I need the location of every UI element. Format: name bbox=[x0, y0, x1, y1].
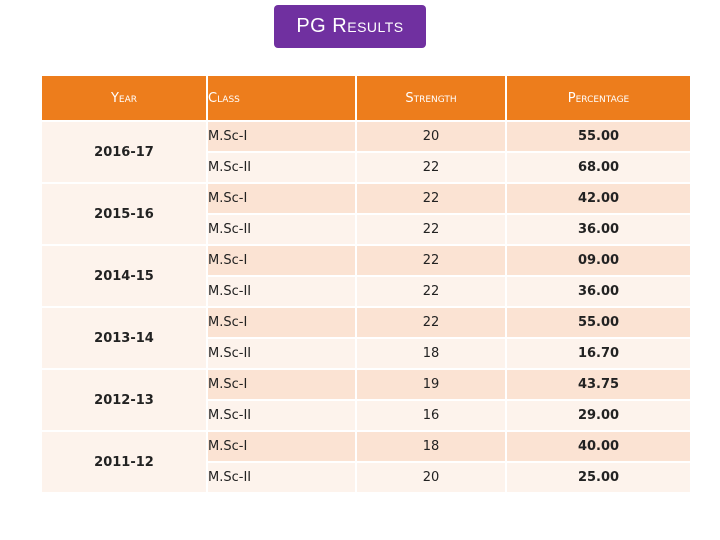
percentage-cell: 36.00 bbox=[507, 275, 690, 306]
class-cell: M.Sc-II bbox=[208, 337, 357, 368]
strength-cell: 22 bbox=[357, 275, 507, 306]
strength-cell: 22 bbox=[357, 151, 507, 182]
strength-cell: 22 bbox=[357, 244, 507, 275]
header-year: Year bbox=[42, 76, 208, 120]
results-table: Year Class Strength Percentage 2016-17 M… bbox=[42, 76, 690, 492]
percentage-cell: 40.00 bbox=[507, 430, 690, 461]
table-row: 2014-15 M.Sc-I 22 09.00 bbox=[42, 244, 690, 306]
table-row: 2013-14 M.Sc-I 22 55.00 bbox=[42, 306, 690, 368]
percentage-cell: 36.00 bbox=[507, 213, 690, 244]
percentage-cell: 09.00 bbox=[507, 244, 690, 275]
class-cell: M.Sc-II bbox=[208, 399, 357, 430]
percentage-cell: 25.00 bbox=[507, 461, 690, 492]
year-cell: 2016-17 bbox=[42, 120, 208, 182]
table-row: 2011-12 M.Sc-I 18 40.00 bbox=[42, 430, 690, 492]
header-strength: Strength bbox=[357, 76, 507, 120]
strength-cell: 18 bbox=[357, 430, 507, 461]
class-cell: M.Sc-II bbox=[208, 213, 357, 244]
percentage-cell: 68.00 bbox=[507, 151, 690, 182]
table-row: M.Sc-II 18 16.70 bbox=[42, 337, 690, 368]
class-cell: M.Sc-I bbox=[208, 120, 357, 151]
table-row: 2016-17 M.Sc-I 20 55.00 bbox=[42, 120, 690, 182]
table-row: M.Sc-II 22 68.00 bbox=[42, 151, 690, 182]
percentage-cell: 55.00 bbox=[507, 306, 690, 337]
strength-cell: 20 bbox=[357, 461, 507, 492]
class-cell: M.Sc-I bbox=[208, 306, 357, 337]
table-row: M.Sc-II 20 25.00 bbox=[42, 461, 690, 492]
class-cell: M.Sc-I bbox=[208, 430, 357, 461]
table-row: M.Sc-II 22 36.00 bbox=[42, 275, 690, 306]
percentage-cell: 55.00 bbox=[507, 120, 690, 151]
class-cell: M.Sc-I bbox=[208, 182, 357, 213]
percentage-cell: 16.70 bbox=[507, 337, 690, 368]
percentage-cell: 29.00 bbox=[507, 399, 690, 430]
strength-cell: 22 bbox=[357, 213, 507, 244]
strength-cell: 22 bbox=[357, 306, 507, 337]
table-header-row: Year Class Strength Percentage bbox=[42, 76, 690, 120]
year-cell: 2013-14 bbox=[42, 306, 208, 368]
table-row: M.Sc-II 16 29.00 bbox=[42, 399, 690, 430]
percentage-cell: 42.00 bbox=[507, 182, 690, 213]
table-row: M.Sc-II 22 36.00 bbox=[42, 213, 690, 244]
class-cell: M.Sc-II bbox=[208, 461, 357, 492]
header-percentage: Percentage bbox=[507, 76, 690, 120]
class-cell: M.Sc-I bbox=[208, 244, 357, 275]
class-cell: M.Sc-II bbox=[208, 275, 357, 306]
page-title: PG Results bbox=[274, 5, 426, 48]
strength-cell: 20 bbox=[357, 120, 507, 151]
table-row: 2015-16 M.Sc-I 22 42.00 bbox=[42, 182, 690, 244]
strength-cell: 16 bbox=[357, 399, 507, 430]
class-cell: M.Sc-II bbox=[208, 151, 357, 182]
strength-cell: 22 bbox=[357, 182, 507, 213]
strength-cell: 19 bbox=[357, 368, 507, 399]
year-cell: 2011-12 bbox=[42, 430, 208, 492]
percentage-cell: 43.75 bbox=[507, 368, 690, 399]
class-cell: M.Sc-I bbox=[208, 368, 357, 399]
header-class: Class bbox=[208, 76, 357, 120]
year-cell: 2012-13 bbox=[42, 368, 208, 430]
table-row: 2012-13 M.Sc-I 19 43.75 bbox=[42, 368, 690, 430]
strength-cell: 18 bbox=[357, 337, 507, 368]
year-cell: 2014-15 bbox=[42, 244, 208, 306]
year-cell: 2015-16 bbox=[42, 182, 208, 244]
